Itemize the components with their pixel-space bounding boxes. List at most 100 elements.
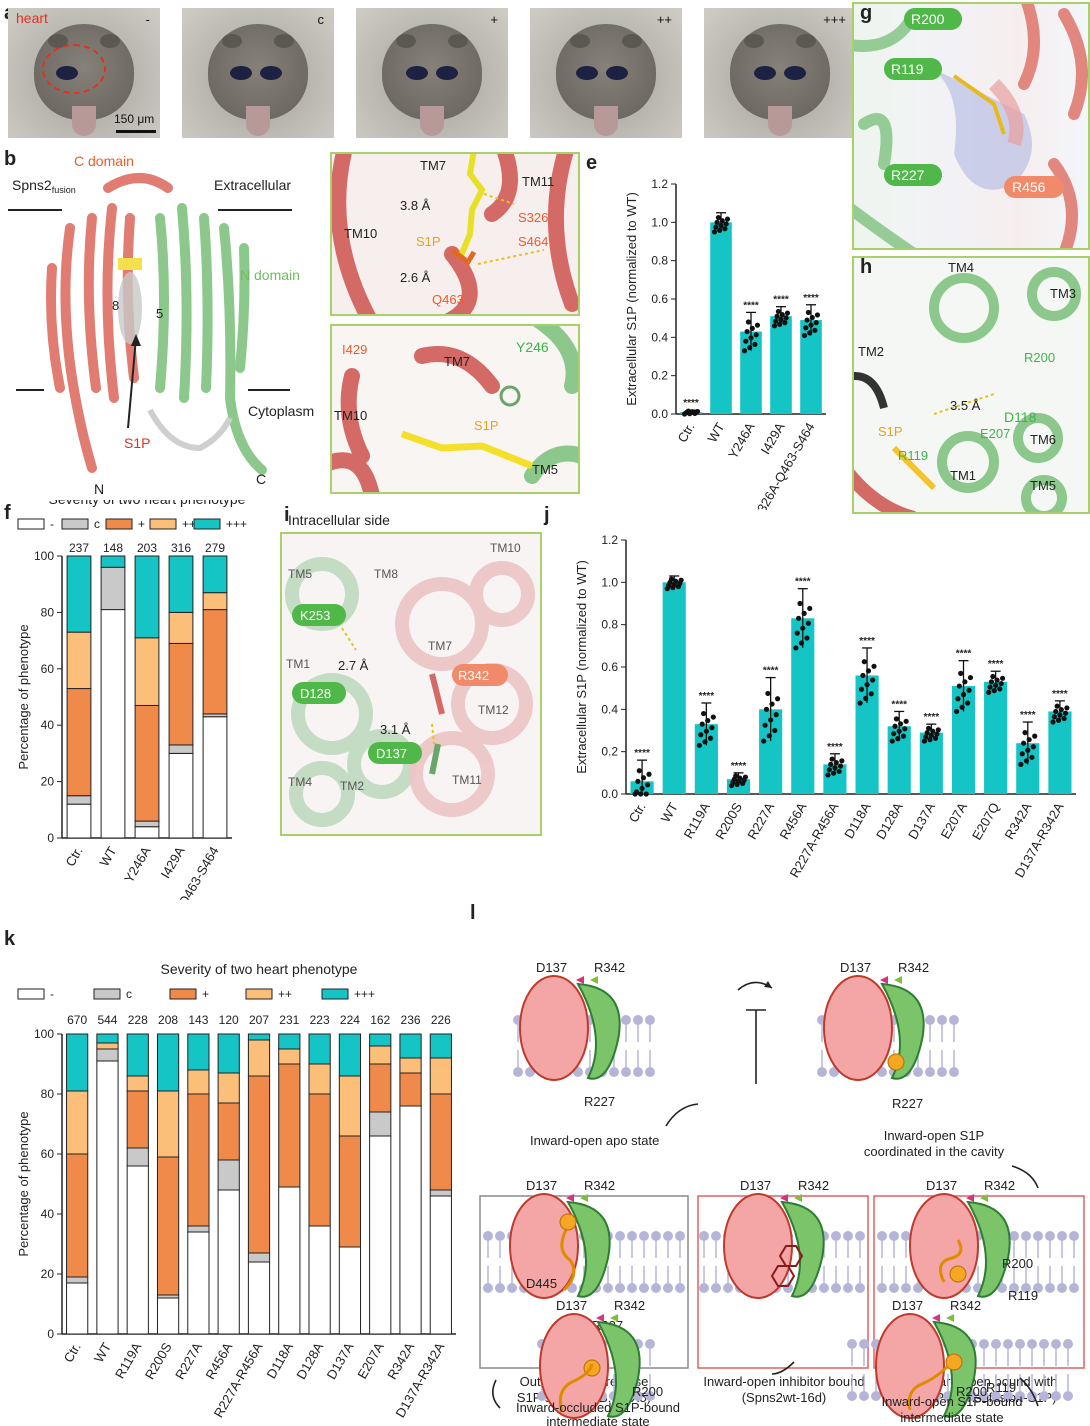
data-point (803, 325, 809, 331)
data-point (825, 772, 831, 778)
legend-label: +++ (354, 987, 375, 1001)
lipid-head (1027, 1339, 1037, 1349)
legend-label: - (50, 987, 54, 1001)
stack-segment (168, 642, 194, 746)
legend-label: c (94, 517, 100, 531)
stack-segment (187, 1231, 210, 1335)
data-point (1018, 761, 1024, 767)
lipid-head (633, 1067, 643, 1077)
data-point (958, 670, 964, 676)
lipid-head (483, 1231, 493, 1241)
stack-segment (134, 826, 160, 839)
lipid-head (1039, 1391, 1049, 1401)
stack-segment (134, 704, 160, 822)
x-tick-label: D128A (293, 1340, 326, 1382)
significance-label: **** (891, 699, 907, 710)
s1p-tail (560, 1229, 576, 1292)
significance-label: **** (743, 300, 759, 311)
legend-label: c (126, 987, 132, 1001)
stack-segment (156, 1090, 180, 1158)
r342-marker (610, 1314, 618, 1322)
data-point (813, 320, 819, 326)
embryo-eye (622, 34, 642, 48)
embryo-photo: +++ (704, 8, 856, 138)
i-tm7: TM7 (428, 639, 452, 653)
c-domain-shape (539, 1313, 609, 1419)
data-point (932, 735, 939, 741)
legend-swatch (17, 988, 45, 1000)
legend-swatch (193, 518, 221, 530)
data-point (796, 615, 802, 621)
x-tick-label: Ctr. (61, 1340, 84, 1365)
inhibitor-shape (770, 1245, 804, 1287)
lipid-head (651, 1283, 661, 1293)
chart-j: 0.0 0.2 0.4 0.6 0.8 1.0 1.2 Extracellular S1P (… (574, 533, 1076, 880)
data-point (1019, 751, 1025, 757)
stack-segment (308, 1225, 331, 1335)
data-point (935, 727, 941, 733)
stack-segment (202, 716, 228, 839)
lipid-head (627, 1283, 637, 1293)
data-point (1061, 715, 1067, 722)
data-point (1030, 744, 1036, 750)
data-point (733, 773, 739, 779)
x-tick-label: E207A (354, 1340, 387, 1382)
condition-label: + (490, 12, 498, 27)
count-label: 670 (67, 1013, 87, 1027)
y-tick-label: 40 (41, 718, 55, 732)
data-point (871, 663, 877, 669)
lipid-head (817, 1067, 827, 1077)
i-title: Intracellular side (288, 512, 390, 528)
i-r342: R342 (458, 668, 489, 683)
x-tick-label: R119A (112, 1340, 145, 1381)
bar (710, 222, 732, 414)
stack-segment (66, 795, 92, 805)
data-point (987, 684, 993, 690)
embryo-tail (72, 106, 96, 136)
count-label: 120 (219, 1013, 239, 1027)
d137-marker (780, 1194, 788, 1202)
lipid-head (1021, 1231, 1031, 1241)
data-point (868, 691, 874, 697)
c-domain-shape (519, 975, 589, 1081)
g-r119: R119 (891, 61, 924, 77)
panel-d-box: I429 TM7 Y246 TM10 S1P TM5 (330, 324, 580, 494)
lipid-head (1015, 1339, 1025, 1349)
data-point (765, 690, 771, 697)
data-point (645, 782, 651, 788)
c-dist1: 3.8 Å (400, 198, 431, 213)
data-point (752, 341, 758, 347)
d137-marker (576, 976, 584, 984)
stack-segment (369, 1063, 392, 1113)
h-r119: R119 (898, 448, 928, 463)
embryo-eye (570, 34, 590, 48)
lipid-head (663, 1283, 673, 1293)
lipid-head (663, 1231, 673, 1241)
stack-segment (187, 1069, 210, 1095)
d137-marker (566, 1194, 574, 1202)
data-point (699, 721, 705, 727)
data-point (773, 712, 779, 718)
chart-k: Severity of two heart phenotype-c + ++ +++0… (16, 961, 456, 1420)
data-point (794, 630, 800, 636)
count-label: 231 (279, 1013, 299, 1027)
count-label: 544 (97, 1013, 117, 1027)
y-tick-label: 80 (41, 1087, 55, 1101)
b-ligand: S1P (124, 435, 150, 451)
data-point (1053, 708, 1059, 715)
lipid-head (1003, 1391, 1013, 1401)
lipid-head (991, 1339, 1001, 1349)
stack-segment (187, 1093, 210, 1227)
n-domain-shape (880, 982, 925, 1080)
d137-marker (932, 1314, 940, 1322)
y-tick-label: 0.4 (651, 330, 668, 344)
data-point (934, 731, 940, 737)
count-label: 208 (158, 1013, 178, 1027)
state-box-inhibitor (697, 1195, 869, 1369)
residue-d137: D137 (556, 1298, 587, 1313)
stack-segment (429, 1093, 452, 1191)
stack-segment (96, 1060, 119, 1335)
c-s1p: S1P (416, 234, 441, 249)
d-y246: Y246 (516, 339, 549, 355)
residue-d137: D137 (526, 1178, 557, 1193)
